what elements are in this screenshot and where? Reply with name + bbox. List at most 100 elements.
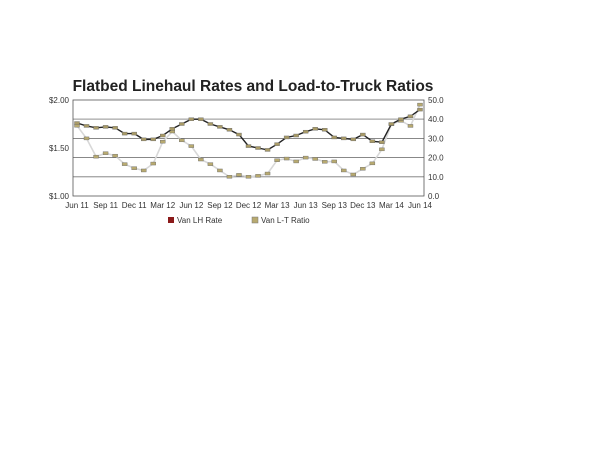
data-point-van-lt-ratio xyxy=(140,168,147,173)
data-point-van-lt-ratio xyxy=(160,139,166,144)
data-point-van-lt-ratio xyxy=(112,153,118,158)
data-point-van-lt-ratio xyxy=(255,174,261,178)
y-right-tick-label: 20.0 xyxy=(428,154,444,163)
x-tick-label: Jun 13 xyxy=(294,201,319,210)
data-point-van-lh-rate xyxy=(160,133,166,138)
legend-swatch-van-lt-ratio xyxy=(251,216,259,224)
data-point-van-lh-rate xyxy=(350,137,357,142)
plot-area xyxy=(72,99,425,197)
data-point-van-lh-rate xyxy=(417,107,423,112)
data-point-van-lh-rate xyxy=(93,126,99,130)
data-point-van-lh-rate xyxy=(264,148,271,152)
y-right-tick-label: 30.0 xyxy=(428,134,444,143)
data-point-van-lt-ratio xyxy=(93,154,99,159)
y-axis-left: $2.00 $1.50 $1.00 xyxy=(49,96,70,201)
data-point-van-lh-rate xyxy=(74,121,80,125)
data-point-van-lt-ratio xyxy=(293,159,299,164)
data-point-van-lh-rate xyxy=(360,132,366,137)
x-tick-label: Dec 12 xyxy=(236,201,262,210)
data-point-van-lh-rate xyxy=(302,129,309,134)
data-point-van-lt-ratio xyxy=(226,175,233,179)
y-left-tick-label: $1.00 xyxy=(49,192,70,201)
x-tick-label: Sep 11 xyxy=(93,201,118,210)
data-point-van-lt-ratio xyxy=(417,102,423,107)
data-point-van-lt-ratio xyxy=(83,136,90,141)
y-left-tick-label: $1.50 xyxy=(49,144,70,153)
x-tick-label: Sep 13 xyxy=(322,201,348,210)
series-group xyxy=(74,102,423,179)
x-tick-label: Dec 13 xyxy=(350,201,376,210)
legend-label-van-lt-ratio: Van L-T Ratio xyxy=(261,216,310,225)
legend-label-van-lh-rate: Van LH Rate xyxy=(177,216,223,225)
y-right-tick-label: 10.0 xyxy=(428,173,444,182)
x-tick-label: Sep 12 xyxy=(207,201,233,210)
data-point-van-lt-ratio xyxy=(302,155,309,160)
data-point-van-lh-rate xyxy=(283,135,290,140)
x-tick-label: Mar 13 xyxy=(265,201,290,210)
x-tick-label: Mar 12 xyxy=(150,201,175,210)
data-point-van-lt-ratio xyxy=(207,162,214,166)
data-point-van-lt-ratio xyxy=(360,167,366,171)
data-point-van-lt-ratio xyxy=(331,159,337,164)
data-point-van-lh-rate xyxy=(150,137,156,142)
y-right-tick-label: 50.0 xyxy=(428,96,444,105)
data-point-van-lt-ratio xyxy=(407,124,414,128)
data-point-van-lt-ratio xyxy=(131,166,137,170)
data-point-van-lt-ratio xyxy=(102,151,109,155)
data-point-van-lt-ratio xyxy=(350,172,357,177)
legend-swatch-van-lh-rate xyxy=(168,217,174,223)
data-point-van-lt-ratio xyxy=(198,157,204,162)
legend: Van LH Rate Van L-T Ratio xyxy=(168,216,310,225)
data-point-van-lt-ratio xyxy=(188,144,195,148)
x-tick-label: Jun 14 xyxy=(408,201,433,210)
data-point-van-lh-rate xyxy=(83,124,90,128)
x-tick-label: Jun 12 xyxy=(179,201,204,210)
data-point-van-lt-ratio xyxy=(236,173,242,177)
data-point-van-lt-ratio xyxy=(150,161,156,166)
data-point-van-lt-ratio xyxy=(264,171,271,176)
data-point-van-lh-rate xyxy=(312,127,318,131)
data-point-van-lt-ratio xyxy=(245,175,252,179)
data-point-van-lh-rate xyxy=(207,122,214,126)
data-point-van-lh-rate xyxy=(217,125,223,129)
x-tick-label: Dec 11 xyxy=(122,201,147,210)
data-point-van-lh-rate xyxy=(131,131,137,136)
data-point-van-lt-ratio xyxy=(179,138,185,143)
data-point-van-lh-rate xyxy=(236,132,242,137)
y-right-tick-label: 40.0 xyxy=(428,115,444,124)
data-point-van-lh-rate xyxy=(369,139,376,143)
data-point-van-lh-rate xyxy=(188,117,195,121)
series-line-van-lh-rate xyxy=(76,109,421,151)
data-point-van-lh-rate xyxy=(121,131,128,136)
data-point-van-lh-rate xyxy=(322,128,328,132)
gridlines xyxy=(73,118,424,178)
series-line-van-lt-ratio xyxy=(76,104,421,178)
data-point-van-lh-rate xyxy=(226,128,233,132)
data-point-van-lt-ratio xyxy=(322,160,328,164)
data-point-van-lt-ratio xyxy=(283,156,290,161)
data-point-van-lh-rate xyxy=(169,127,175,131)
data-point-van-lt-ratio xyxy=(341,168,347,173)
data-point-van-lh-rate xyxy=(274,142,280,146)
data-point-van-lh-rate xyxy=(198,117,204,121)
data-point-van-lh-rate xyxy=(341,136,347,141)
data-point-van-lh-rate xyxy=(379,140,385,144)
chart-title: Flatbed Linehaul Rates and Load-to-Truck… xyxy=(73,78,434,95)
y-right-tick-label: 0.0 xyxy=(428,192,440,201)
data-point-van-lh-rate xyxy=(255,146,261,150)
data-point-van-lh-rate xyxy=(331,135,337,140)
data-point-van-lh-rate xyxy=(388,122,395,126)
data-point-van-lh-rate xyxy=(293,133,299,138)
data-point-van-lt-ratio xyxy=(369,161,376,166)
y-axis-right: 50.0 40.0 30.0 20.0 10.0 0.0 xyxy=(428,96,444,201)
data-point-van-lh-rate xyxy=(407,114,414,119)
data-point-van-lt-ratio xyxy=(312,157,318,161)
data-point-van-lt-ratio xyxy=(217,168,223,173)
data-point-van-lh-rate xyxy=(140,137,147,142)
data-point-van-lh-rate xyxy=(245,144,252,148)
data-point-van-lh-rate xyxy=(179,122,185,126)
x-axis: Jun 11 Sep 11 Dec 11 Mar 12 Jun 12 Sep 12 Dec … xyxy=(65,201,432,210)
x-tick-label: Jun 11 xyxy=(65,201,89,210)
data-point-van-lh-rate xyxy=(398,117,404,121)
